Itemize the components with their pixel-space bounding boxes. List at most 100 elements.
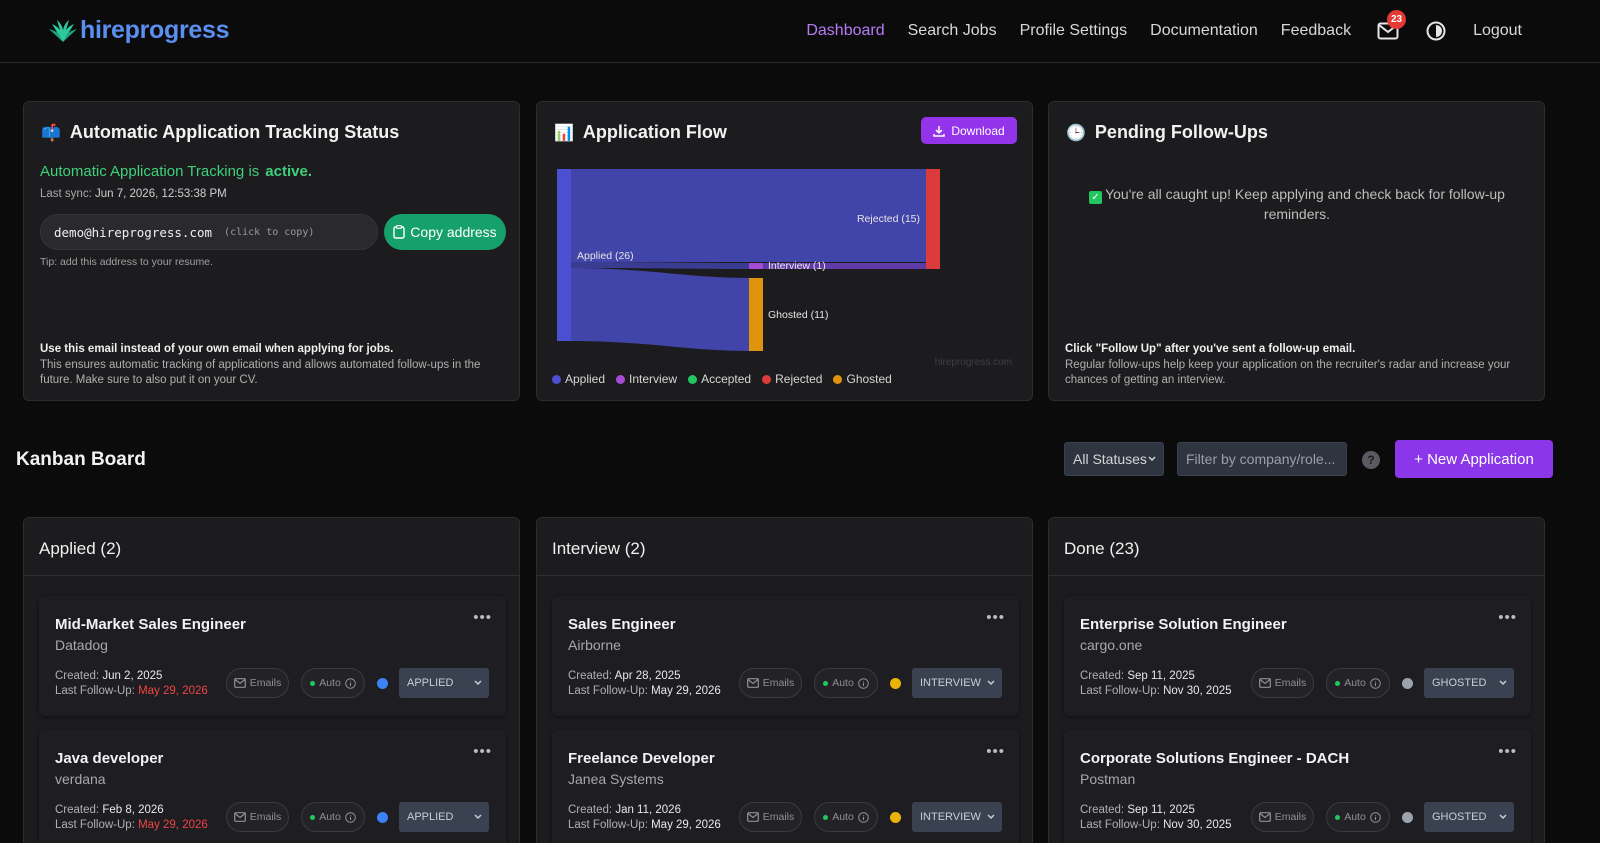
tracking-email-field[interactable]: demo@hireprogress.com (click to copy) [40, 214, 378, 250]
legend-interview-label: Interview [629, 372, 678, 386]
status-select[interactable]: INTERVIEW [912, 802, 1002, 832]
more-options-icon[interactable]: ••• [1498, 743, 1517, 760]
auto-label: Auto [1344, 677, 1366, 689]
auto-status-dot [1335, 814, 1341, 820]
bar-chart-icon: 📊 [554, 124, 574, 142]
status-select[interactable]: INTERVIEW [912, 668, 1002, 698]
status-select[interactable]: APPLIED [399, 668, 489, 698]
more-options-icon[interactable]: ••• [473, 609, 492, 626]
followup-label: Last Follow-Up: [568, 685, 648, 697]
followup-date: May 29, 2026 [651, 685, 721, 697]
nav-feedback[interactable]: Feedback [1280, 22, 1352, 39]
status-dot [1402, 812, 1413, 823]
envelope-icon [746, 678, 759, 688]
job-company: cargo.one [1080, 637, 1143, 653]
new-application-button[interactable]: + New Application [1395, 440, 1553, 478]
emails-label: Emails [1274, 677, 1307, 689]
download-icon [933, 125, 946, 137]
emails-button[interactable]: Emails [1251, 668, 1314, 698]
nav-profile-settings[interactable]: Profile Settings [1019, 22, 1128, 39]
job-card[interactable]: Freelance Developer Janea Systems ••• Cr… [552, 730, 1019, 843]
auto-label: Auto [832, 677, 854, 689]
emails-button[interactable]: Emails [739, 668, 802, 698]
envelope-icon [1258, 678, 1271, 688]
emails-button[interactable]: Emails [226, 802, 289, 832]
followup-date: Nov 30, 2025 [1163, 819, 1232, 831]
job-company: Postman [1080, 771, 1136, 787]
created-label: Created: [55, 804, 100, 816]
followup-label: Last Follow-Up: [55, 685, 135, 697]
envelope-icon [746, 812, 759, 822]
emails-button[interactable]: Emails [226, 668, 289, 698]
auto-tracking-toggle[interactable]: Auto [814, 802, 878, 832]
download-label: Download [951, 123, 1005, 138]
status-filter-select[interactable]: All Statuses [1064, 442, 1164, 476]
job-card[interactable]: Sales Engineer Airborne ••• Created: Apr… [552, 596, 1019, 716]
application-flow-card: 📊 Application Flow Download Applied (26)… [536, 101, 1033, 401]
theme-toggle[interactable] [1425, 20, 1447, 42]
legend-interview-dot [616, 374, 626, 384]
legend-rejected: Rejected [762, 372, 822, 386]
auto-tracking-toggle[interactable]: Auto [1326, 668, 1390, 698]
help-icon[interactable]: ? [1362, 451, 1380, 469]
job-card[interactable]: Java developer verdana ••• Created: Feb … [39, 730, 506, 843]
kanban-column: Done (23) Enterprise Solution Engineer c… [1048, 517, 1545, 843]
auto-status-dot [1335, 680, 1341, 686]
job-card[interactable]: Mid-Market Sales Engineer Datadog ••• Cr… [39, 596, 506, 716]
info-icon [857, 677, 869, 689]
status-value: APPLIED [407, 811, 454, 823]
auto-tracking-toggle[interactable]: Auto [301, 802, 365, 832]
copy-address-label: Copy address [410, 224, 497, 240]
created-label: Created: [1080, 804, 1125, 816]
copy-address-button[interactable]: Copy address [384, 214, 506, 250]
more-options-icon[interactable]: ••• [1498, 609, 1517, 626]
status-select[interactable]: GHOSTED [1424, 668, 1514, 698]
followup-date: May 29, 2026 [138, 685, 208, 697]
nav-documentation[interactable]: Documentation [1150, 22, 1258, 39]
emails-button[interactable]: Emails [739, 802, 802, 832]
last-sync-label: Last sync: [40, 188, 92, 200]
job-card[interactable]: Enterprise Solution Engineer cargo.one •… [1064, 596, 1531, 716]
job-card[interactable]: Corporate Solutions Engineer - DACH Post… [1064, 730, 1531, 843]
legend-interview: Interview [616, 372, 677, 386]
more-options-icon[interactable]: ••• [473, 743, 492, 760]
legend-rejected-label: Rejected [775, 372, 823, 386]
job-meta: Created: Sep 11, 2025 Last Follow-Up: No… [1080, 669, 1232, 699]
created-date: Apr 28, 2025 [614, 670, 681, 682]
auto-tracking-toggle[interactable]: Auto [1326, 802, 1390, 832]
nav-search-jobs[interactable]: Search Jobs [907, 22, 997, 39]
label-applied: Applied (26) [577, 250, 634, 262]
status-dot [377, 678, 388, 689]
theme-icon [1426, 21, 1446, 41]
chevron-down-icon [1499, 814, 1507, 820]
followup-row: Last Follow-Up: May 29, 2026 [55, 684, 208, 699]
watermark: hireprogress.com [934, 357, 1012, 368]
logout-link[interactable]: Logout [1473, 22, 1522, 39]
created-date: Jun 2, 2025 [102, 670, 163, 682]
chevron-down-icon [474, 680, 482, 686]
more-options-icon[interactable]: ••• [986, 743, 1005, 760]
chevron-down-icon [1148, 456, 1156, 462]
followup-row: Last Follow-Up: Nov 30, 2025 [1080, 818, 1232, 833]
auto-tracking-toggle[interactable]: Auto [814, 668, 878, 698]
caught-up-message: ✓ You're all caught up! Keep applying and… [1089, 184, 1505, 224]
tracking-footer-text: This ensures automatic tracking of appli… [40, 359, 481, 386]
emails-button[interactable]: Emails [1251, 802, 1314, 832]
auto-tracking-toggle[interactable]: Auto [301, 668, 365, 698]
mail-button[interactable]: 23 [1377, 10, 1407, 42]
job-meta: Created: Jun 2, 2025 Last Follow-Up: May… [55, 669, 208, 699]
envelope-icon [233, 678, 246, 688]
company-role-filter-input[interactable] [1177, 442, 1347, 476]
more-options-icon[interactable]: ••• [986, 609, 1005, 626]
status-select[interactable]: APPLIED [399, 802, 489, 832]
status-select[interactable]: GHOSTED [1424, 802, 1514, 832]
followups-footer-bold: Click "Follow Up" after you've sent a fo… [1065, 343, 1356, 355]
job-company: Janea Systems [568, 771, 664, 787]
node-interview [749, 263, 763, 269]
nav-dashboard[interactable]: Dashboard [806, 22, 885, 39]
followup-row: Last Follow-Up: May 29, 2026 [55, 818, 208, 833]
logo[interactable]: hireprogress [48, 16, 230, 45]
tracking-footer: Use this email instead of your own email… [40, 342, 505, 388]
download-button[interactable]: Download [921, 117, 1017, 144]
followup-row: Last Follow-Up: May 29, 2026 [568, 818, 721, 833]
